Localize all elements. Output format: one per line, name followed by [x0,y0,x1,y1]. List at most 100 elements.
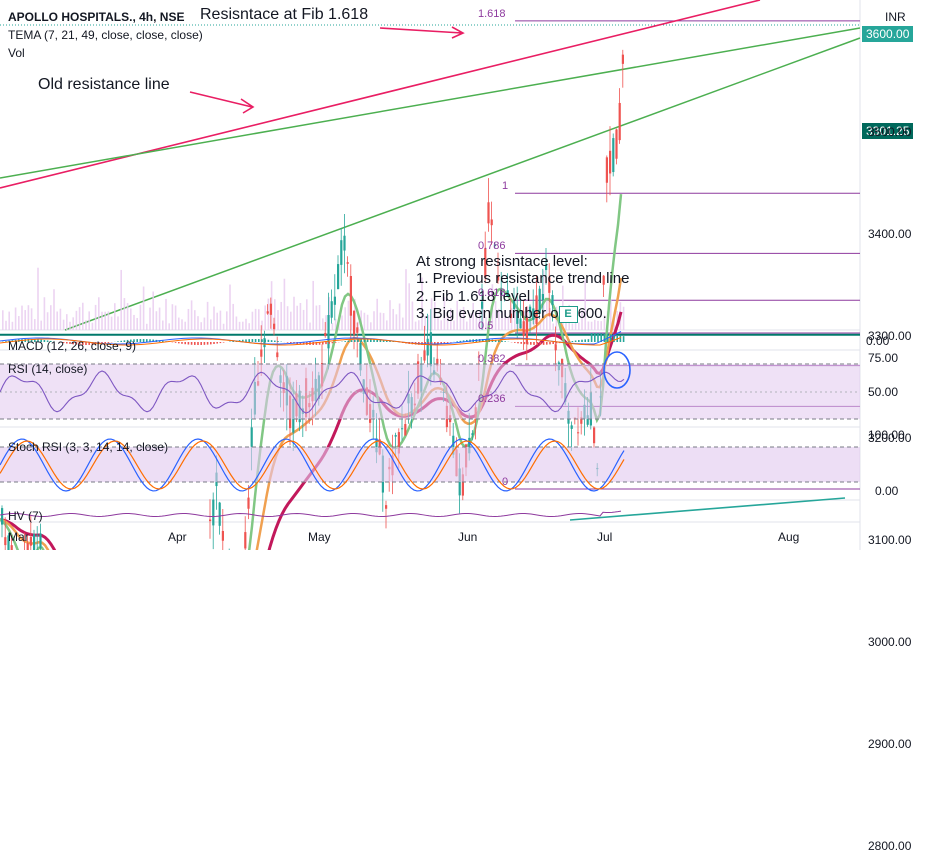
fib-label-3: 0.618 [478,287,506,299]
volume-bar [136,318,138,330]
volume-bar [402,318,404,330]
volume-bar [242,322,244,330]
candle-body [395,435,397,437]
macd-histogram-bar [328,342,330,344]
volume-bar [104,312,106,330]
volume-bar [412,302,414,330]
macd-histogram-bar [594,333,596,342]
macd-histogram-bar [210,342,212,344]
candle-body [423,350,425,360]
fib-label-5: 0.382 [478,353,506,365]
macd-histogram-bar [184,342,186,344]
macd-histogram-bar [575,341,577,342]
macd-histogram-bar [223,342,225,343]
macd-histogram-bar [188,342,190,345]
macd-histogram-bar [325,342,327,344]
volume-bar [370,322,372,330]
fib-label-0: 1.618 [478,8,506,20]
macd-histogram-bar [143,339,145,342]
candle-body [347,262,349,264]
volume-bar [76,311,78,330]
tema-indicator-label[interactable]: TEMA (7, 21, 49, close, close, close) [8,28,203,42]
volume-bar [373,311,375,330]
volume-bar [376,299,378,330]
volume-bar [258,309,260,330]
candle-body [619,103,621,140]
ideas-badge-icon[interactable]: E [559,306,578,323]
volume-bar [44,297,46,330]
candle-body [324,333,326,336]
rsi-tick-50: 50.00 [868,385,898,399]
volume-bar [37,268,39,330]
macd-histogram-bar [517,342,519,343]
candle-body [337,264,339,289]
volume-bar [130,308,132,330]
volume-label[interactable]: Vol [8,46,25,60]
volume-bar [184,322,186,330]
volume-bar [133,315,135,330]
volume-bar [264,305,266,330]
hv-label[interactable]: HV (7) [8,509,43,523]
fib-label-6: 0.236 [478,393,506,405]
volume-bar [399,303,401,330]
macd-histogram-bar [354,340,356,342]
candle-body [523,321,525,336]
volume-bar [284,279,286,330]
macd-histogram-bar [546,342,548,345]
candle-body [356,327,358,333]
stoch-rsi-label[interactable]: Stoch RSI (3, 3, 14, 14, close) [8,440,168,454]
rsi-label[interactable]: RSI (14, close) [8,362,87,376]
candle-body [212,500,214,526]
macd-histogram-bar [581,340,583,342]
volume-bar [194,310,196,330]
macd-histogram-bar [597,333,599,342]
volume-bar [40,321,42,330]
candle-body [427,339,429,356]
volume-bar [53,289,55,330]
volume-bar [255,309,257,330]
volume-bar [386,320,388,330]
volume-bar [415,322,417,330]
candle-body [251,427,253,446]
volume-bar [312,281,314,330]
symbol-title: APOLLO HOSPITALS., 4h, NSE [8,10,184,24]
fib-label-2: 0.786 [478,240,506,252]
volume-bar [341,315,343,330]
macd-histogram-bar [258,339,260,342]
volume-bar [165,299,167,330]
volume-bar [578,322,580,330]
volume-bar [309,323,311,330]
macd-histogram-bar [578,340,580,342]
time-label-may: May [308,530,331,544]
macd-histogram-bar [197,342,199,345]
volume-bar [111,317,113,330]
macd-label[interactable]: MACD (12, 26, close, 9) [8,339,136,353]
volume-bar [332,323,334,330]
volume-bar [24,310,26,330]
volume-bar [223,324,225,330]
volume-bar [396,314,398,330]
candle-body [577,432,579,433]
candle-body [542,294,544,300]
volume-bar [117,316,119,330]
candle-body [36,535,38,536]
macd-histogram-bar [248,339,250,342]
volume-bar [140,305,142,330]
old-resistance-annotation: Old resistance line [38,76,170,94]
macd-histogram-bar [175,342,177,343]
volume-bar [322,318,324,330]
candle-body [430,332,432,366]
candle-body [33,534,35,550]
volume-bar [98,297,100,330]
volume-bar [172,304,174,330]
candle-body [343,236,345,251]
candle-body [401,428,403,429]
volume-bar [380,313,382,330]
macd-histogram-bar [591,333,593,342]
price-tick-2800: 2800.00 [868,839,911,853]
volume-bar [181,319,183,330]
macd-histogram-bar [287,342,289,343]
volume-bar [229,285,231,330]
volume-bar [159,308,161,330]
